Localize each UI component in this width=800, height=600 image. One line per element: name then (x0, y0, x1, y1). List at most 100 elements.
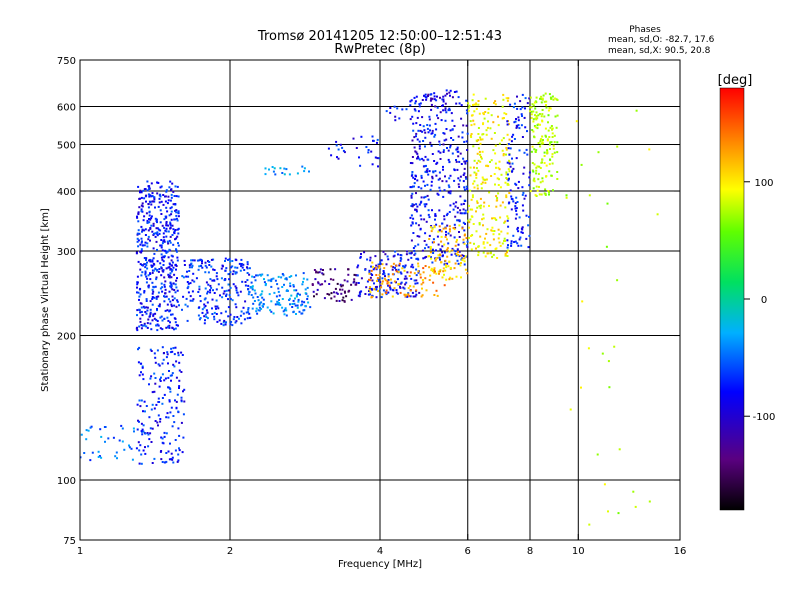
data-point (525, 237, 528, 240)
data-point (169, 285, 172, 288)
data-point (267, 279, 270, 282)
data-point (431, 241, 434, 244)
data-point (421, 279, 424, 281)
data-point (136, 291, 138, 294)
data-point (511, 157, 513, 160)
data-point (523, 151, 526, 154)
data-point (472, 223, 475, 225)
chart-title: Tromsø 20141205 12:50:00–12:51:43 (257, 29, 502, 44)
data-point (378, 266, 381, 269)
data-point (425, 164, 427, 167)
data-point (469, 189, 472, 192)
data-point (485, 164, 488, 167)
data-point (462, 208, 465, 211)
data-point (151, 298, 154, 300)
data-point (176, 256, 179, 259)
data-point (198, 288, 201, 291)
data-point (445, 111, 448, 114)
data-point (221, 286, 224, 289)
data-point (460, 262, 462, 264)
data-point (342, 296, 345, 299)
data-point (215, 288, 218, 291)
data-point (415, 175, 417, 178)
data-point (469, 120, 472, 123)
data-point (137, 441, 140, 444)
data-point (490, 137, 493, 140)
data-point (177, 210, 180, 213)
data-point (353, 278, 356, 281)
data-point (213, 279, 216, 282)
data-point (253, 276, 256, 279)
data-point (379, 284, 382, 287)
data-point (296, 306, 299, 309)
data-point (385, 110, 388, 113)
data-point (334, 268, 337, 271)
data-point (224, 269, 227, 272)
data-point (160, 282, 163, 285)
data-point (457, 254, 460, 256)
data-point (516, 125, 519, 128)
data-point (445, 214, 448, 217)
data-point (172, 243, 175, 246)
data-point (505, 194, 508, 197)
data-point (502, 93, 505, 96)
data-point (178, 449, 181, 452)
data-point (535, 172, 538, 175)
data-point (394, 250, 397, 253)
data-point (533, 125, 536, 127)
data-point (167, 362, 169, 365)
data-point (434, 122, 437, 125)
data-point (225, 289, 228, 292)
data-point (170, 206, 173, 209)
data-point (363, 251, 366, 254)
data-point (495, 218, 498, 221)
data-point (438, 177, 441, 180)
y-axis-label: Stationary phase Virtual Height [km] (40, 208, 51, 392)
data-point (263, 281, 266, 284)
data-point (420, 218, 423, 221)
data-point (336, 156, 338, 159)
data-point (464, 176, 467, 179)
data-point (486, 241, 489, 244)
data-point (136, 403, 139, 406)
data-point (475, 102, 478, 105)
data-point (83, 452, 86, 454)
data-point (508, 177, 510, 180)
data-point (159, 229, 162, 232)
data-point (234, 303, 237, 306)
data-point (434, 170, 437, 173)
data-point (249, 316, 252, 319)
data-point (188, 264, 191, 267)
data-point (239, 290, 242, 293)
data-point (417, 271, 420, 274)
data-point (89, 459, 92, 462)
data-point (391, 268, 394, 271)
data-point (177, 453, 180, 456)
data-point (470, 215, 473, 218)
data-point (168, 400, 171, 403)
data-point (319, 268, 322, 271)
data-point (507, 147, 510, 150)
data-point (170, 264, 173, 267)
data-point (404, 264, 407, 267)
data-point (140, 310, 143, 313)
data-point (138, 420, 140, 423)
data-point (529, 106, 532, 109)
data-point (409, 285, 412, 288)
data-point (445, 266, 448, 269)
data-point (415, 203, 418, 206)
data-point (456, 259, 459, 262)
data-point (146, 267, 149, 270)
data-point (171, 224, 174, 227)
data-point (176, 219, 179, 222)
data-point (543, 115, 546, 118)
data-point (164, 280, 167, 283)
data-point (493, 173, 496, 175)
data-point (160, 376, 162, 379)
data-point (376, 138, 379, 141)
data-point (521, 186, 524, 189)
data-point (420, 174, 423, 177)
data-point (376, 279, 378, 282)
data-point (173, 289, 176, 291)
data-point (547, 129, 550, 132)
